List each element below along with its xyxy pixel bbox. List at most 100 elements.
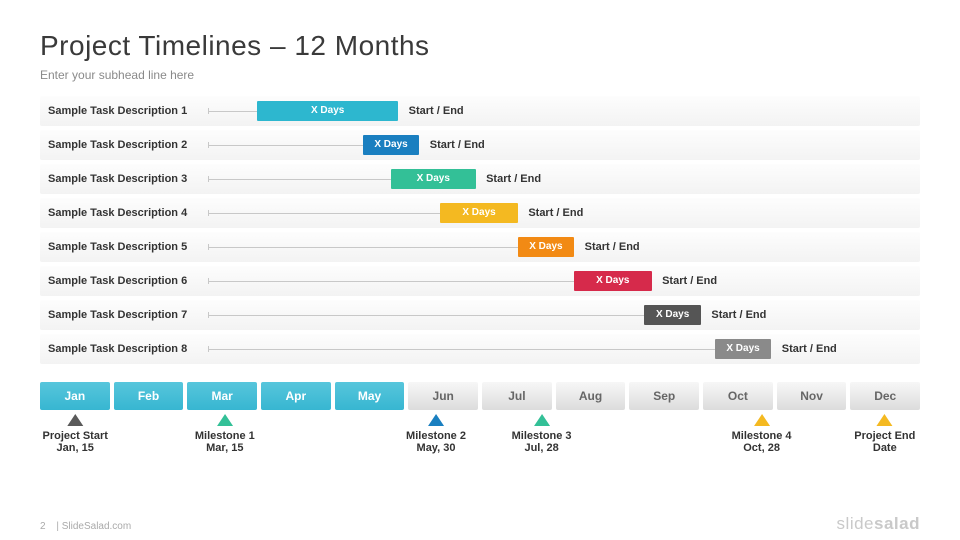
month-cell: Dec [850,382,920,410]
tick-icon [208,278,209,284]
tick-icon [208,244,209,250]
task-lead-line [208,315,644,316]
milestone-row: Project StartJan, 15Milestone 1Mar, 15Mi… [40,414,920,484]
task-end-label: Start / End [782,343,837,355]
task-track: X Days Start / End [208,130,912,160]
milestone-title: Milestone 1 [195,430,255,442]
task-label: Sample Task Description 7 [48,309,208,321]
task-label: Sample Task Description 6 [48,275,208,287]
month-cell: Apr [261,382,331,410]
month-cell: Feb [114,382,184,410]
task-track: X Days Start / End [208,198,912,228]
task-lead-line [208,213,440,214]
task-bar: X Days [440,203,517,223]
milestone-marker-icon [754,414,770,426]
milestone: Milestone 2May, 30 [406,414,466,454]
page-title: Project Timelines – 12 Months [40,30,920,62]
milestone-title: Milestone 4 [732,430,792,442]
page-number: 2 [40,521,46,532]
milestone-marker-icon [877,414,893,426]
month-cell: Nov [777,382,847,410]
milestone: Project EndDate [854,414,915,454]
milestone-marker-icon [217,414,233,426]
task-label: Sample Task Description 4 [48,207,208,219]
task-lead-line [208,145,363,146]
milestone-date: Oct, 28 [732,442,792,454]
milestone: Project StartJan, 15 [42,414,107,454]
milestone-marker-icon [428,414,444,426]
milestone-date: May, 30 [406,442,466,454]
month-cell: Oct [703,382,773,410]
task-end-label: Start / End [430,139,485,151]
task-track: X Days Start / End [208,334,912,364]
task-row: Sample Task Description 1 X Days Start / E… [40,96,920,126]
month-cell: Sep [629,382,699,410]
task-track: X Days Start / End [208,96,912,126]
task-row: Sample Task Description 7 X Days Start / E… [40,300,920,330]
tick-icon [208,346,209,352]
task-label: Sample Task Description 1 [48,105,208,117]
tick-icon [208,176,209,182]
task-end-label: Start / End [486,173,541,185]
milestone-date: Jan, 15 [42,442,107,454]
task-lead-line [208,179,391,180]
footer: 2 | SlideSalad.com [40,521,131,532]
task-track: X Days Start / End [208,300,912,330]
task-label: Sample Task Description 5 [48,241,208,253]
milestone-date: Date [854,442,915,454]
task-row: Sample Task Description 5 X Days Start / E… [40,232,920,262]
task-row: Sample Task Description 4 X Days Start / E… [40,198,920,228]
task-lead-line [208,111,257,112]
task-end-label: Start / End [711,309,766,321]
timeline-axis: JanFebMarAprMayJunJulAugSepOctNovDec Pro… [40,382,920,484]
brand-light: slide [837,514,874,533]
milestone: Milestone 4Oct, 28 [732,414,792,454]
task-track: X Days Start / End [208,266,912,296]
task-lead-line [208,349,715,350]
milestone-title: Milestone 3 [512,430,572,442]
task-list: Sample Task Description 1 X Days Start / E… [40,96,920,364]
task-end-label: Start / End [528,207,583,219]
milestone-date: Mar, 15 [195,442,255,454]
milestone: Milestone 3Jul, 28 [512,414,572,454]
task-bar: X Days [363,135,419,155]
milestone-marker-icon [534,414,550,426]
tick-icon [208,142,209,148]
milestone-date: Jul, 28 [512,442,572,454]
task-end-label: Start / End [585,241,640,253]
task-bar: X Days [715,339,771,359]
footer-text: | SlideSalad.com [56,521,131,532]
month-cell: Aug [556,382,626,410]
page-subhead: Enter your subhead line here [40,68,920,82]
task-end-label: Start / End [409,105,464,117]
task-bar: X Days [257,101,398,121]
task-lead-line [208,247,518,248]
task-track: X Days Start / End [208,164,912,194]
task-bar: X Days [391,169,475,189]
task-row: Sample Task Description 2 X Days Start / E… [40,130,920,160]
task-label: Sample Task Description 3 [48,173,208,185]
task-end-label: Start / End [662,275,717,287]
tick-icon [208,108,209,114]
milestone-marker-icon [67,414,83,426]
task-bar: X Days [644,305,700,325]
task-bar: X Days [518,237,574,257]
month-cell: May [335,382,405,410]
milestone-title: Milestone 2 [406,430,466,442]
task-bar: X Days [574,271,651,291]
brand-bold: salad [874,514,920,533]
task-label: Sample Task Description 8 [48,343,208,355]
milestone-title: Project End [854,430,915,442]
tick-icon [208,210,209,216]
task-row: Sample Task Description 6 X Days Start / E… [40,266,920,296]
month-cell: Jan [40,382,110,410]
milestone: Milestone 1Mar, 15 [195,414,255,454]
month-cell: Jun [408,382,478,410]
tick-icon [208,312,209,318]
task-lead-line [208,281,574,282]
slide: Project Timelines – 12 Months Enter your… [0,0,960,540]
month-cell: Jul [482,382,552,410]
task-label: Sample Task Description 2 [48,139,208,151]
milestone-title: Project Start [42,430,107,442]
month-row: JanFebMarAprMayJunJulAugSepOctNovDec [40,382,920,410]
